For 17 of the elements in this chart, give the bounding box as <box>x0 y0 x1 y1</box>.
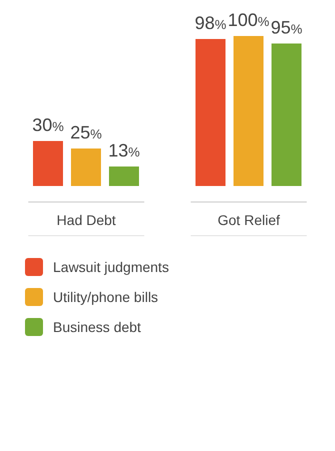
x-tick-label: Got Relief <box>218 212 280 228</box>
bar <box>33 141 63 186</box>
x-tick-label: Had Debt <box>56 212 116 228</box>
bar <box>272 44 302 186</box>
data-label: 98% <box>194 13 227 33</box>
bar <box>196 39 226 186</box>
legend-label: Utility/phone bills <box>53 289 158 305</box>
data-label: 30% <box>32 115 64 135</box>
bar <box>234 36 264 186</box>
data-label: 100% <box>228 10 270 30</box>
data-label: 95% <box>270 18 303 38</box>
data-label: 25% <box>70 122 102 142</box>
legend-label: Business debt <box>53 319 141 335</box>
data-label: 13% <box>108 140 140 160</box>
bar <box>109 166 139 186</box>
legend-label: Lawsuit judgments <box>53 259 169 275</box>
bar <box>71 148 101 186</box>
